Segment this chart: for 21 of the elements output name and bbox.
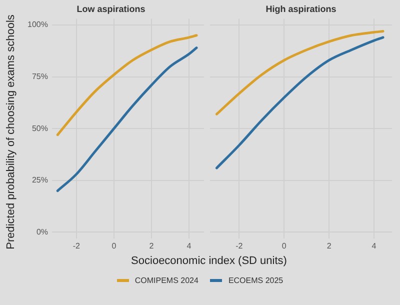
y-tick-label: 75% xyxy=(32,72,48,82)
y-tick-label: 50% xyxy=(32,124,48,133)
y-axis-title: Predicted probability of choosing exams schools xyxy=(5,14,17,250)
x-tick-label: 0 xyxy=(112,241,117,250)
x-tick-label: 4 xyxy=(186,241,192,250)
y-tick-label: 0% xyxy=(36,227,48,236)
legend-label: COMIPEMS 2024 xyxy=(134,276,198,285)
y-tick-label: 25% xyxy=(32,176,48,185)
x-axis-title: Socioeconomic index (SD units) xyxy=(130,255,288,267)
legend-label: ECOEMS 2025 xyxy=(228,276,284,285)
y-tick-label: 100% xyxy=(28,20,48,30)
x-tick-label: 4 xyxy=(372,241,377,250)
x-tick-label: -2 xyxy=(72,241,80,250)
x-tick-label: -2 xyxy=(236,241,244,250)
chart-title: High aspirations xyxy=(266,4,336,14)
chart-title: Low aspirations xyxy=(76,4,146,14)
line-series xyxy=(56,34,198,136)
line-series xyxy=(56,46,198,192)
x-tick-label: 2 xyxy=(149,241,154,250)
x-tick-label: 0 xyxy=(282,241,287,250)
x-tick-label: 2 xyxy=(326,241,332,250)
